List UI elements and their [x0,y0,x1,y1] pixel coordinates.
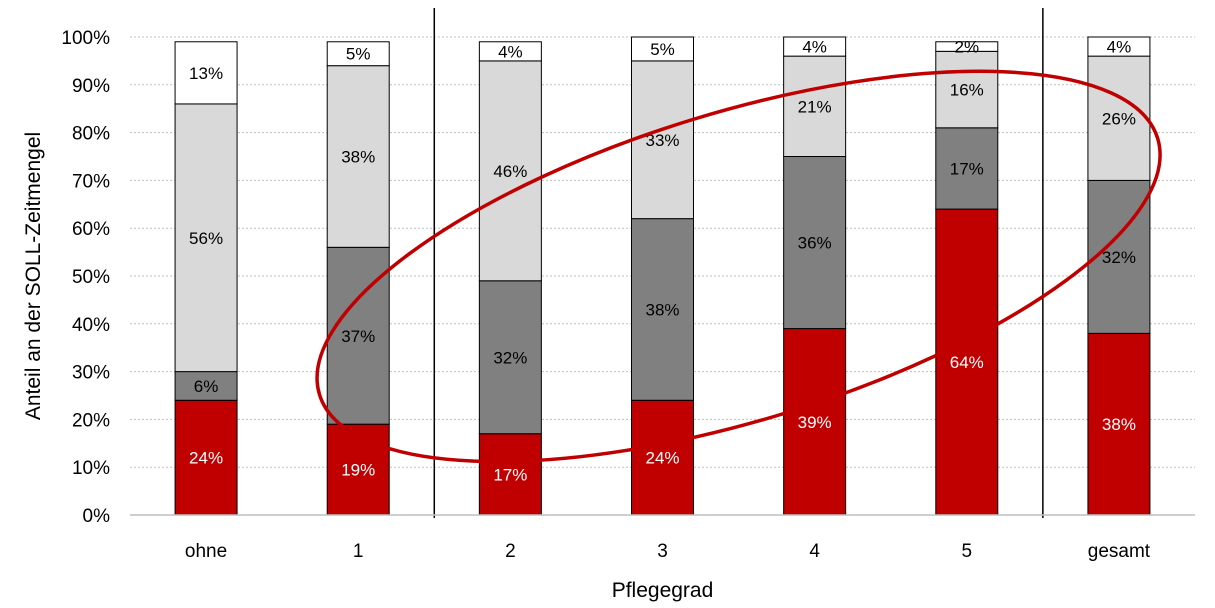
y-tick-label: 10% [72,458,110,479]
x-axis-ticks: ohne 1 2 3 4 5 gesamt [185,541,1151,562]
bar-segment [174,371,238,401]
bar-segment [935,208,999,516]
bar-segment [631,60,694,220]
data-label: 21% [798,97,832,116]
data-label: 2% [954,38,979,57]
data-label: 32% [493,348,527,367]
data-label: 26% [1102,109,1136,128]
bar-segment [326,41,390,67]
y-tick-label: 100% [61,28,110,49]
bar-segments [174,36,1151,516]
bar-segment [174,103,238,373]
x-tick-label: 5 [961,541,972,562]
bar-segment [783,156,847,330]
y-axis-ticks: 0% 10% 20% 30% 40% 50% 60% 70% 80% 90% 100% [61,28,110,527]
x-tick-label: gesamt [1088,541,1151,562]
data-label: 19% [341,461,375,480]
data-label: 64% [950,353,984,372]
data-label: 17% [950,159,984,178]
highlight-ellipse [315,69,1162,464]
data-label: 38% [341,148,375,167]
data-label: 17% [493,465,527,484]
bar-segment [631,36,694,62]
data-label: 36% [798,234,832,253]
data-label: 46% [493,162,527,181]
y-tick-label: 0% [83,506,111,527]
y-axis-title: Anteil an der SOLL-Zeitmengel [22,132,45,420]
bar-segment [326,423,390,516]
data-label: 33% [645,131,679,150]
highlight-ellipse-shape [315,69,1162,464]
bar-segment [783,328,847,516]
data-label: 4% [802,38,827,57]
bar-segment [783,36,847,57]
y-tick-label: 20% [72,410,110,431]
y-tick-label: 70% [72,171,110,192]
bar-segment [174,41,238,105]
bar-segment [935,41,999,52]
x-tick-label: ohne [185,541,227,562]
data-label: 6% [194,377,219,396]
data-label: 16% [950,81,984,100]
bar-segment [478,433,542,516]
data-label: 4% [1107,38,1132,57]
bar-segment [478,41,542,62]
bar-segment [174,399,238,516]
bar-segment [1087,332,1151,516]
bar-segment [1087,36,1151,57]
data-label: 24% [189,449,223,468]
x-tick-label: 3 [657,541,668,562]
y-tick-label: 90% [72,76,110,97]
bar-segment [631,218,694,401]
y-tick-label: 30% [72,363,110,384]
data-label: 5% [346,45,371,64]
x-tick-label: 1 [353,541,364,562]
data-label: 32% [1102,248,1136,267]
bar-segment [478,280,542,435]
x-tick-label: 2 [505,541,516,562]
data-label: 13% [189,64,223,83]
data-label: 39% [798,413,832,432]
data-label: 4% [498,42,523,61]
x-tick-label: 4 [809,541,820,562]
data-label: 38% [1102,415,1136,434]
segment-labels: 24% 6% 56% 13% 19% 37% 38% 5% 17% 32% 46% 4% 24% 38% 3… [189,38,1136,485]
data-label: 56% [189,229,223,248]
bar-segment [783,55,847,157]
data-label: 24% [645,449,679,468]
y-tick-label: 40% [72,315,110,336]
x-axis-title: Pflegegrad [612,579,714,602]
data-label: 37% [341,327,375,346]
bar-segment [935,127,999,210]
data-label: 5% [650,40,675,59]
y-tick-label: 60% [72,219,110,240]
bar-segment [478,60,542,282]
data-label: 38% [645,300,679,319]
y-tick-label: 80% [72,124,110,145]
group-separators [433,8,1044,518]
bar-segment [1087,55,1151,181]
y-tick-label: 50% [72,267,110,288]
